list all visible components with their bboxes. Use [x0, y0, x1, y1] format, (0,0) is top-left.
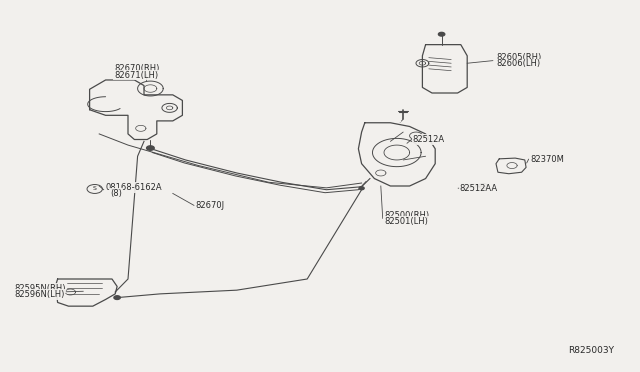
- Text: 82606(LH): 82606(LH): [496, 60, 540, 68]
- Text: R825003Y: R825003Y: [568, 346, 614, 355]
- Text: 82596N(LH): 82596N(LH): [14, 290, 65, 299]
- Polygon shape: [114, 296, 120, 299]
- Text: 82512AA: 82512AA: [460, 184, 498, 193]
- Text: 82670(RH): 82670(RH): [114, 64, 159, 73]
- Text: 82501(LH): 82501(LH): [384, 217, 428, 226]
- Text: 82605(RH): 82605(RH): [496, 53, 541, 62]
- Text: 82512A: 82512A: [413, 135, 445, 144]
- Text: 08168-6162A: 08168-6162A: [106, 183, 162, 192]
- Text: 82595N(RH): 82595N(RH): [14, 284, 65, 293]
- Text: 82370M: 82370M: [530, 155, 564, 164]
- Text: S: S: [93, 186, 97, 192]
- Text: (8): (8): [110, 189, 122, 198]
- Text: 82670J: 82670J: [195, 201, 225, 210]
- Polygon shape: [438, 32, 445, 36]
- Polygon shape: [359, 187, 364, 190]
- Text: 82500(RH): 82500(RH): [384, 211, 429, 219]
- Text: 82671(LH): 82671(LH): [114, 71, 158, 80]
- Polygon shape: [147, 146, 154, 150]
